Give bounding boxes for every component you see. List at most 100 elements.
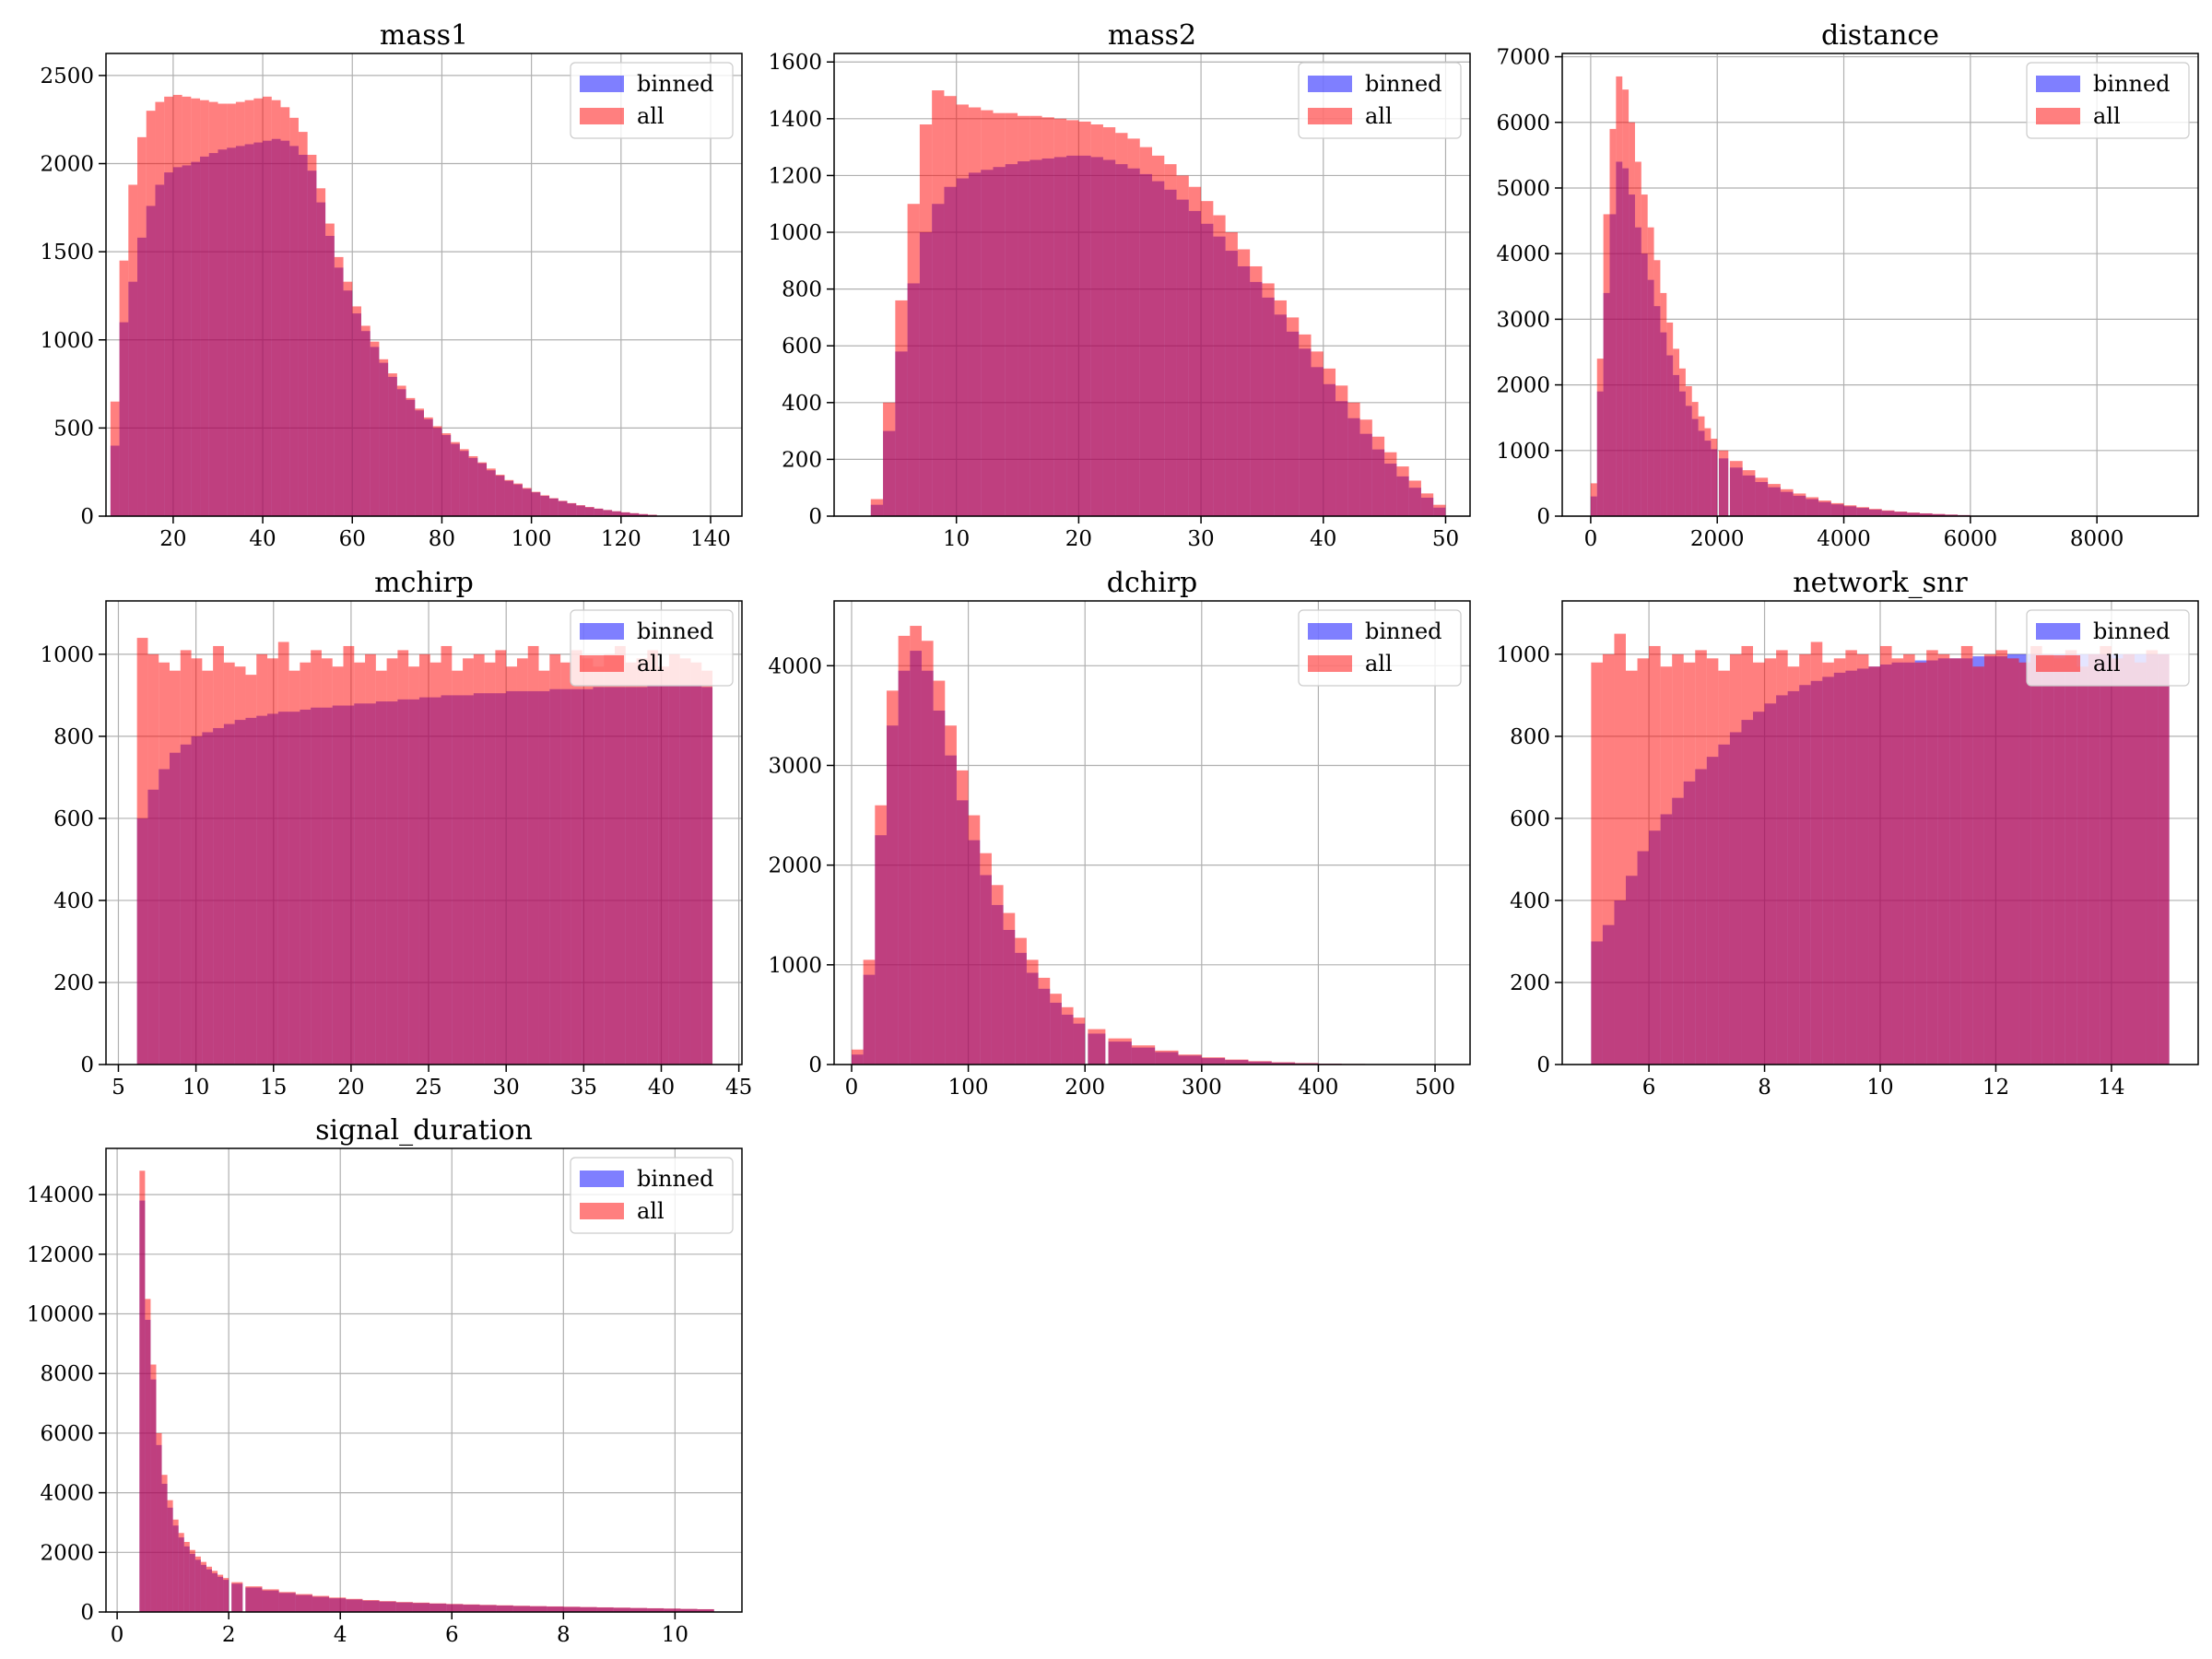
bar-all xyxy=(164,96,173,516)
bar-all xyxy=(161,1475,168,1612)
bar-all xyxy=(1201,201,1214,517)
subplot-mchirp: 5 10 15 20 25 30 35 40 45 0 200 400 600 800 1000 mchirp… xyxy=(40,567,752,1100)
bar-all xyxy=(477,462,488,516)
bar-all xyxy=(334,256,344,516)
bar-all xyxy=(968,815,981,1065)
x-tick-label: 10 xyxy=(182,1076,209,1100)
bar-all xyxy=(1274,300,1287,516)
legend: binned all xyxy=(1298,62,1462,139)
x-tick-label: 6000 xyxy=(1944,527,1998,551)
legend-swatch-binned xyxy=(1308,76,1352,92)
x-tick-label: 0 xyxy=(1584,527,1598,551)
y-tick-label: 400 xyxy=(782,392,822,416)
bar-all xyxy=(1822,662,1834,1065)
bar-all xyxy=(1088,1029,1106,1065)
bar-all xyxy=(1806,497,1819,516)
y-tick-label: 6000 xyxy=(40,1422,94,1446)
bar-all xyxy=(2053,658,2065,1065)
bar-all xyxy=(278,1592,296,1612)
bar-all xyxy=(1641,194,1648,516)
bar-all xyxy=(1907,512,1920,516)
bar-all xyxy=(2100,645,2112,1065)
bar-all xyxy=(919,124,933,516)
bar-all xyxy=(2030,645,2042,1065)
x-tick-label: 40 xyxy=(648,1076,675,1100)
bar-all xyxy=(231,1582,243,1612)
y-tick-label: 1000 xyxy=(1496,440,1550,464)
bar-all xyxy=(244,100,254,516)
series-all xyxy=(1590,76,1971,517)
bar-all xyxy=(1787,666,1800,1065)
bar-all xyxy=(1629,122,1635,516)
bar-all xyxy=(1384,452,1397,516)
subplot-mass1: 20 40 60 80 100 120 140 0 500 1000 1500 2000 2500 mas… xyxy=(40,19,743,551)
bar-all xyxy=(1090,124,1103,516)
bar-all xyxy=(300,662,312,1065)
legend-swatch-all xyxy=(2036,655,2080,672)
bar-all xyxy=(2123,653,2135,1065)
bar-all xyxy=(1073,1018,1086,1065)
bar-all xyxy=(208,101,218,516)
bar-all xyxy=(218,103,228,516)
bar-all xyxy=(1155,1050,1179,1065)
bar-all xyxy=(1003,912,1016,1065)
bar-all xyxy=(1026,959,1039,1065)
y-tick-label: 7000 xyxy=(1496,46,1550,70)
legend-label-all: all xyxy=(2093,103,2121,129)
bar-all xyxy=(921,641,934,1065)
bar-all xyxy=(139,1171,146,1612)
bar-all xyxy=(658,666,669,1065)
bar-all xyxy=(1672,653,1684,1065)
bar-all xyxy=(288,670,300,1065)
bar-all xyxy=(1718,450,1729,516)
bar-all xyxy=(1061,1006,1074,1065)
legend-label-binned: binned xyxy=(1365,618,1442,644)
bar-all xyxy=(295,1594,312,1612)
legend-swatch-all xyxy=(1308,108,1352,124)
bar-all xyxy=(851,1049,864,1065)
legend-label-all: all xyxy=(637,651,665,677)
bar-all xyxy=(527,645,539,1065)
legend: binned all xyxy=(2026,609,2190,687)
bar-all xyxy=(182,96,192,516)
bar-all xyxy=(1755,477,1769,516)
bar-all xyxy=(1299,334,1312,516)
y-tick-label: 8000 xyxy=(40,1362,94,1386)
bar-all xyxy=(1396,466,1409,516)
x-tick-label: 5 xyxy=(112,1076,125,1100)
bar-all xyxy=(321,658,333,1065)
legend-label-all: all xyxy=(637,1198,665,1224)
bar-all xyxy=(271,100,281,516)
y-tick-label: 1000 xyxy=(1496,643,1550,667)
bar-all xyxy=(1152,155,1165,517)
bar-all xyxy=(1131,1045,1156,1065)
bar-all xyxy=(397,650,409,1065)
bar-all xyxy=(933,680,946,1065)
y-tick-label: 2000 xyxy=(40,1541,94,1565)
bar-all xyxy=(629,512,640,516)
bar-all xyxy=(429,662,441,1065)
bar-all xyxy=(379,1601,396,1612)
bar-all xyxy=(1818,500,1831,516)
y-tick-label: 10000 xyxy=(27,1303,94,1327)
y-tick-label: 4000 xyxy=(768,654,822,678)
bar-all xyxy=(1050,994,1062,1065)
bar-all xyxy=(870,499,884,516)
bar-all xyxy=(1335,385,1348,516)
y-tick-label: 0 xyxy=(80,505,94,529)
bar-all xyxy=(312,1595,330,1612)
bar-all xyxy=(332,666,344,1065)
bar-all xyxy=(145,1299,151,1612)
y-tick-label: 14000 xyxy=(27,1183,94,1207)
x-tick-label: 20 xyxy=(159,527,186,551)
x-tick-label: 2000 xyxy=(1690,527,1745,551)
bar-all xyxy=(1225,1059,1249,1065)
y-tick-label: 400 xyxy=(53,889,94,913)
bar-all xyxy=(1691,402,1699,516)
bar-all xyxy=(487,468,496,516)
x-tick-label: 60 xyxy=(339,527,366,551)
bar-all xyxy=(1768,484,1781,516)
bar-all xyxy=(1078,121,1091,516)
bar-all xyxy=(1718,670,1730,1065)
bar-all xyxy=(2041,653,2054,1065)
